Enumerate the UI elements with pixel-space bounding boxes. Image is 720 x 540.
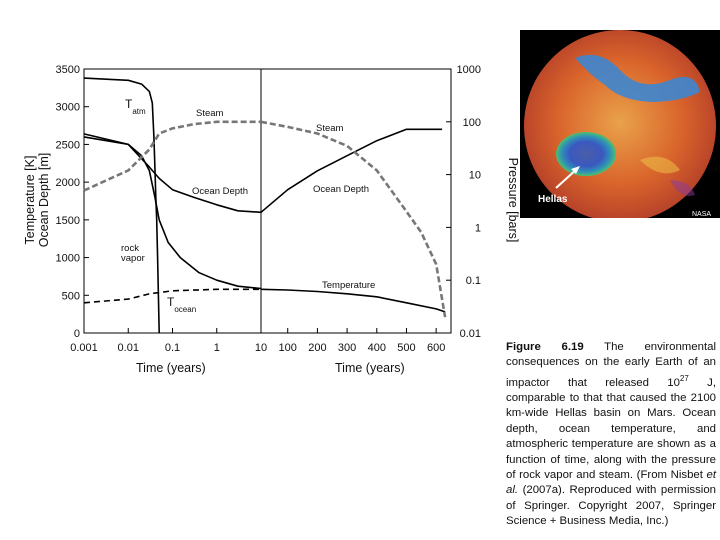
series-ocean-depth-right <box>260 128 443 213</box>
hellas-label: Hellas <box>538 194 568 205</box>
caption-text-a: The environmental consequences on the ea… <box>506 341 716 389</box>
annotation-ocean-depth-right: Ocean Depth <box>313 184 369 195</box>
caption-text-b: J, comparable to that that caused the 21… <box>506 376 716 482</box>
series-group <box>83 77 447 334</box>
y-right-tick-label: 1000 <box>457 64 481 76</box>
x-right-tick-label: 100 <box>279 342 297 354</box>
annotation-steam-left: Steam <box>196 108 224 119</box>
y-axis-title-right: Pressure [bars] <box>506 158 520 243</box>
y-left-tick-label: 1000 <box>56 253 80 265</box>
x-axis-title-right: Time (years) <box>335 361 405 375</box>
mars-map-image: Hellas NASA <box>520 30 720 218</box>
y-right-tick-label: 100 <box>463 117 481 129</box>
annotation-ocean-depth-left: Ocean Depth <box>192 186 248 197</box>
caption-et-al: et al. <box>506 469 716 497</box>
y-left-tick-label: 500 <box>62 290 80 302</box>
annotation-t-ocean-sub: ocean <box>174 305 196 314</box>
caption-figure-number: Figure 6.19 <box>506 341 584 353</box>
y-left-tick-label: 0 <box>74 328 80 340</box>
caption-superscript: 27 <box>679 373 689 383</box>
y-left-tick-label: 1500 <box>56 215 80 227</box>
x-right-tick-label: 200 <box>308 342 326 354</box>
annotation-t-atm-main: T <box>125 97 133 111</box>
figure-caption: Figure 6.19 The environmental consequenc… <box>506 340 716 530</box>
x-left-tick-label: 10 <box>255 342 267 354</box>
chart: 05001000150020002500300035000.010.111010… <box>23 64 520 375</box>
x-left-tick-label: 0.01 <box>118 342 139 354</box>
series-ocean-depth-left <box>83 133 262 214</box>
annotation-rock-vapor-1: rock <box>121 243 139 254</box>
series-rock-vapor-left <box>83 136 262 290</box>
y-left-tick-label: 2500 <box>56 139 80 151</box>
hellas-basin <box>556 132 616 176</box>
y-right-tick-label: 10 <box>469 170 481 182</box>
x-right-tick-label: 600 <box>427 342 445 354</box>
x-right-tick-label: 300 <box>338 342 356 354</box>
annotation-steam-right: Steam <box>316 123 344 134</box>
annotation-t-atm-sub: atm <box>132 107 146 116</box>
y-left-tick-label: 3500 <box>56 64 80 76</box>
annotation-t-ocean: Tocean <box>167 295 196 314</box>
series-t-ocean-left <box>83 288 261 304</box>
annotation-t-atm: Tatm <box>125 97 146 116</box>
x-left-tick-label: 0.001 <box>70 342 98 354</box>
annotation-temperature: Temperature <box>322 280 375 291</box>
series-t-atm-left <box>83 77 160 334</box>
y-left-tick-label: 3000 <box>56 102 80 114</box>
series-temperature-right <box>260 288 446 313</box>
x-right-tick-label: 500 <box>397 342 415 354</box>
nasa-credit: NASA <box>692 211 711 218</box>
series-steam-right <box>260 120 447 318</box>
y-right-tick-label: 1 <box>475 222 481 234</box>
series-steam-left <box>83 120 261 192</box>
x-left-tick-label: 0.1 <box>165 342 180 354</box>
x-axis-title-left: Time (years) <box>136 361 206 375</box>
annotation-rock-vapor-2: vapor <box>121 253 145 264</box>
y-axis-title-left-1: Temperature [K] <box>23 156 37 245</box>
caption-text-c: (2007a). Reproduced with permission of S… <box>506 484 716 528</box>
axes: 05001000150020002500300035000.010.111010… <box>56 64 481 354</box>
y-right-tick-label: 0.01 <box>460 328 481 340</box>
mars-map-svg: Hellas NASA <box>520 30 720 218</box>
y-right-tick-label: 0.1 <box>466 275 481 287</box>
y-axis-title-left-2: Ocean Depth [m] <box>37 153 51 248</box>
plot-frame <box>83 68 452 334</box>
x-left-tick-label: 1 <box>214 342 220 354</box>
annotation-t-ocean-main: T <box>167 295 175 309</box>
x-right-tick-label: 400 <box>368 342 386 354</box>
y-left-tick-label: 2000 <box>56 177 80 189</box>
